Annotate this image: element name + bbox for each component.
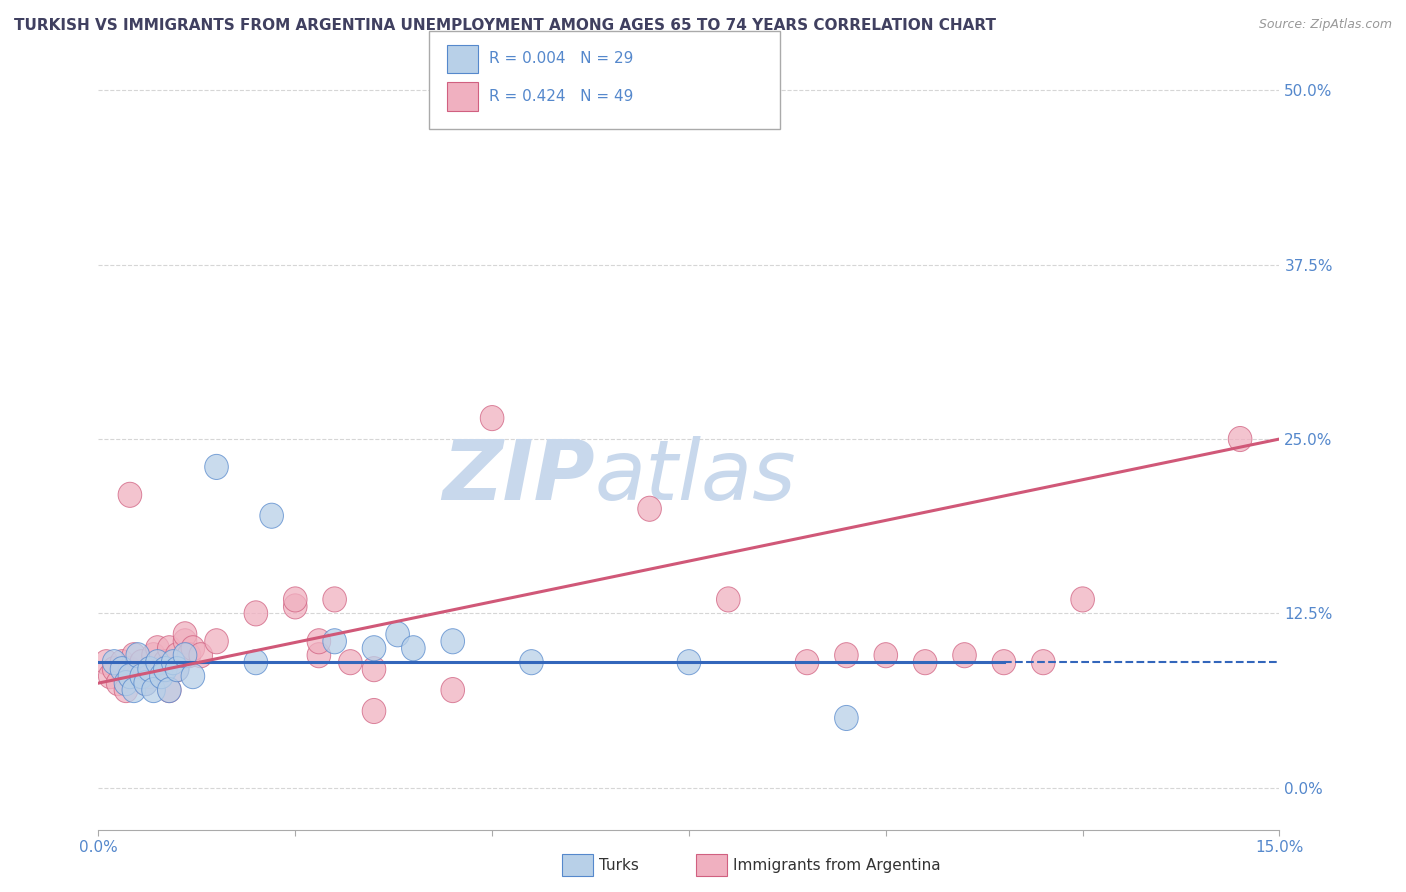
Ellipse shape — [323, 629, 346, 654]
Ellipse shape — [441, 629, 464, 654]
Ellipse shape — [875, 642, 897, 668]
Ellipse shape — [162, 649, 186, 674]
Text: TURKISH VS IMMIGRANTS FROM ARGENTINA UNEMPLOYMENT AMONG AGES 65 TO 74 YEARS CORR: TURKISH VS IMMIGRANTS FROM ARGENTINA UNE… — [14, 18, 995, 33]
Ellipse shape — [118, 657, 142, 681]
Ellipse shape — [1071, 587, 1094, 612]
Ellipse shape — [835, 642, 858, 668]
Ellipse shape — [146, 649, 169, 674]
Ellipse shape — [149, 664, 173, 689]
Ellipse shape — [245, 601, 267, 626]
Ellipse shape — [142, 642, 166, 668]
Ellipse shape — [166, 657, 188, 681]
Text: R = 0.004   N = 29: R = 0.004 N = 29 — [489, 52, 634, 66]
Ellipse shape — [245, 649, 267, 674]
Text: Turks: Turks — [599, 858, 638, 872]
Ellipse shape — [481, 406, 503, 431]
Ellipse shape — [122, 678, 146, 703]
Ellipse shape — [127, 664, 149, 689]
Ellipse shape — [149, 657, 173, 681]
Ellipse shape — [114, 678, 138, 703]
Ellipse shape — [166, 642, 188, 668]
Ellipse shape — [173, 629, 197, 654]
Ellipse shape — [441, 678, 464, 703]
Ellipse shape — [914, 649, 936, 674]
Ellipse shape — [177, 642, 201, 668]
Ellipse shape — [181, 636, 205, 661]
Ellipse shape — [385, 622, 409, 647]
Ellipse shape — [205, 629, 228, 654]
Ellipse shape — [1032, 649, 1054, 674]
Ellipse shape — [103, 657, 127, 681]
Ellipse shape — [284, 594, 307, 619]
Ellipse shape — [181, 664, 205, 689]
Ellipse shape — [205, 454, 228, 480]
Ellipse shape — [129, 649, 153, 674]
Ellipse shape — [153, 657, 177, 681]
Ellipse shape — [98, 664, 122, 689]
Ellipse shape — [717, 587, 740, 612]
Ellipse shape — [402, 636, 425, 661]
Ellipse shape — [110, 649, 134, 674]
Ellipse shape — [127, 642, 149, 668]
Ellipse shape — [166, 657, 188, 681]
Ellipse shape — [835, 706, 858, 731]
Ellipse shape — [173, 642, 197, 668]
Ellipse shape — [260, 503, 284, 528]
Ellipse shape — [678, 649, 700, 674]
Ellipse shape — [638, 496, 661, 521]
Ellipse shape — [157, 636, 181, 661]
Text: ZIP: ZIP — [441, 436, 595, 517]
Ellipse shape — [307, 642, 330, 668]
Ellipse shape — [129, 664, 153, 689]
Ellipse shape — [284, 587, 307, 612]
Ellipse shape — [94, 649, 118, 674]
Ellipse shape — [1229, 426, 1251, 451]
Ellipse shape — [134, 671, 157, 696]
Ellipse shape — [323, 587, 346, 612]
Ellipse shape — [157, 678, 181, 703]
Text: atlas: atlas — [595, 436, 796, 517]
Ellipse shape — [157, 678, 181, 703]
Ellipse shape — [107, 671, 129, 696]
Ellipse shape — [307, 629, 330, 654]
Ellipse shape — [993, 649, 1015, 674]
Ellipse shape — [146, 636, 169, 661]
Ellipse shape — [153, 649, 177, 674]
Ellipse shape — [114, 671, 138, 696]
Text: Source: ZipAtlas.com: Source: ZipAtlas.com — [1258, 18, 1392, 31]
Ellipse shape — [134, 671, 157, 696]
Ellipse shape — [103, 649, 127, 674]
Ellipse shape — [118, 483, 142, 508]
Ellipse shape — [122, 642, 146, 668]
Ellipse shape — [953, 642, 976, 668]
Ellipse shape — [142, 678, 166, 703]
Text: Immigrants from Argentina: Immigrants from Argentina — [733, 858, 941, 872]
Ellipse shape — [138, 664, 162, 689]
Ellipse shape — [520, 649, 543, 674]
Ellipse shape — [363, 657, 385, 681]
Ellipse shape — [173, 622, 197, 647]
Ellipse shape — [188, 642, 212, 668]
Ellipse shape — [796, 649, 818, 674]
Ellipse shape — [118, 664, 142, 689]
Ellipse shape — [138, 657, 162, 681]
Ellipse shape — [339, 649, 363, 674]
Ellipse shape — [363, 636, 385, 661]
Text: R = 0.424   N = 49: R = 0.424 N = 49 — [489, 89, 634, 103]
Ellipse shape — [110, 657, 134, 681]
Ellipse shape — [363, 698, 385, 723]
